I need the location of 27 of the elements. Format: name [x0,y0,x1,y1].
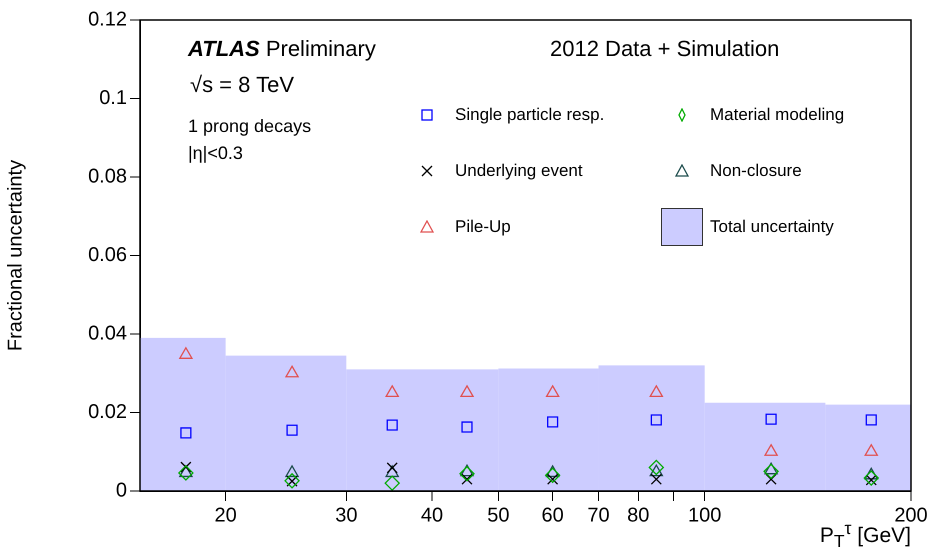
y-tick-label: 0.1 [99,87,127,110]
y-tick-label: 0 [116,480,127,502]
x-tick-label: 70 [587,504,610,527]
x-tick-label: 20 [214,504,237,527]
annotation: 1 prong decays [188,116,312,137]
x-tick-label: 30 [335,504,358,527]
x-tick-label: 100 [688,504,722,527]
x-tick-label: 60 [542,504,564,527]
x-tick-label: 80 [627,504,650,527]
annotation: ATLAS Preliminary [188,36,376,62]
legend-label: Pile-Up [455,217,511,237]
annotation: √s = 8 TeV [190,72,294,98]
x-tick-label: 50 [487,504,510,527]
legend-label: Total uncertainty [710,217,834,237]
legend-label: Single particle resp. [455,105,604,125]
y-axis-title: Fractional uncertainty [4,160,27,352]
y-tick-label: 0.08 [88,166,127,188]
legend-label: Non-closure [710,161,802,181]
annotation: 2012 Data + Simulation [550,36,780,62]
y-tick-label: 0.04 [88,322,127,345]
x-tick-label: 40 [420,504,444,527]
y-tick-label: 0.12 [88,8,127,31]
legend-label: Material modeling [710,105,844,125]
y-tick-label: 0.02 [88,401,127,424]
annotation: |η|<0.3 [188,143,243,164]
legend-label: Underlying event [455,161,583,181]
y-tick-label: 0.06 [88,244,127,266]
